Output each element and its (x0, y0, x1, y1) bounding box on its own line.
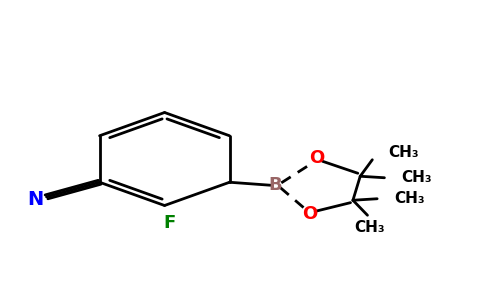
Text: CH₃: CH₃ (388, 145, 419, 160)
Text: N: N (28, 190, 44, 209)
Text: O: O (309, 149, 324, 167)
Text: CH₃: CH₃ (401, 170, 432, 185)
Text: CH₃: CH₃ (355, 220, 385, 235)
Text: CH₃: CH₃ (394, 191, 425, 206)
Text: O: O (302, 205, 317, 223)
Text: B: B (269, 176, 282, 194)
Text: F: F (163, 214, 176, 232)
